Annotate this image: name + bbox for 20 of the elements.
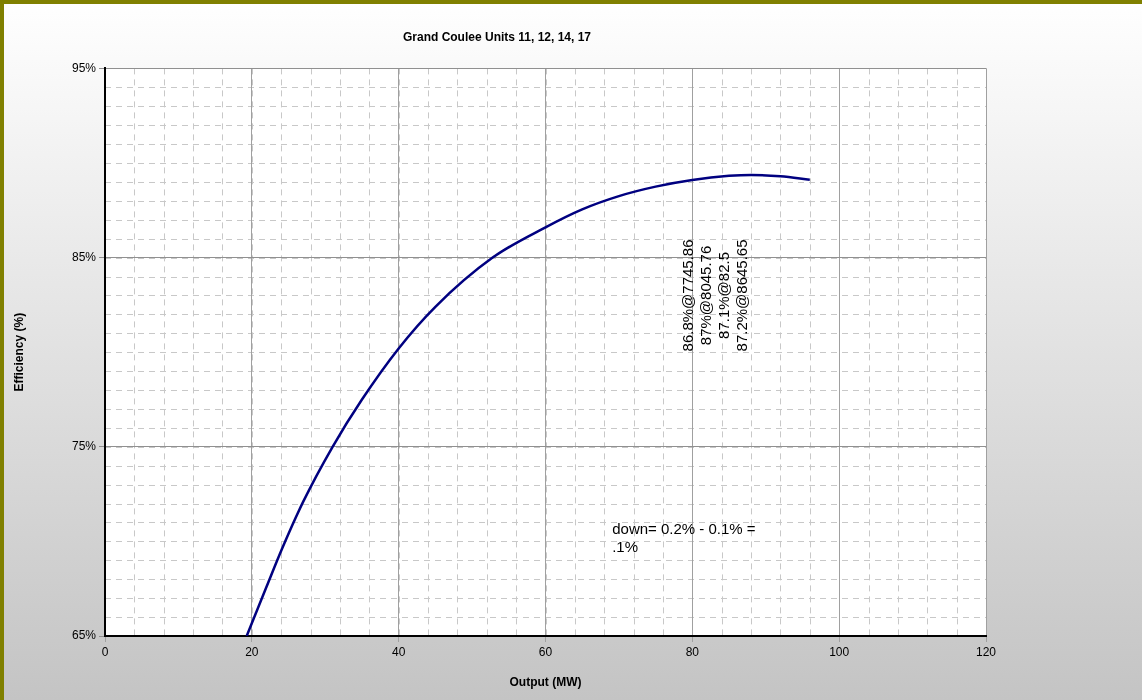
x-tick-label: 120 (975, 644, 997, 659)
x-tick-label: 80 (685, 644, 700, 659)
x-tick-label: 20 (245, 644, 259, 659)
annotation: down= 0.2% - 0.1% = .1% (612, 519, 756, 555)
chart-title: Grand Coulee Units 11, 12, 14, 17 (402, 29, 592, 44)
annotation: 87%@8045.76 (697, 245, 715, 346)
x-tick-label: 0 (101, 644, 109, 659)
x-axis-title: Output (MW) (509, 675, 582, 690)
y-axis-title: Efficiency (%) (11, 312, 26, 392)
x-tick-label: 60 (538, 644, 553, 659)
annotation: 86.8%@7745.86 (679, 239, 697, 352)
annotation: 87.2%@8645.65 (733, 239, 751, 352)
x-tick-label: 100 (829, 644, 850, 659)
y-tick-label: 85% (71, 249, 97, 264)
y-tick-label: 65% (71, 628, 97, 643)
y-tick-label: 75% (71, 439, 97, 454)
y-tick-label: 95% (71, 60, 97, 75)
line-series (245, 173, 812, 636)
annotation: 87.1%@82.5 (715, 251, 733, 339)
x-tick-label: 40 (391, 644, 406, 659)
